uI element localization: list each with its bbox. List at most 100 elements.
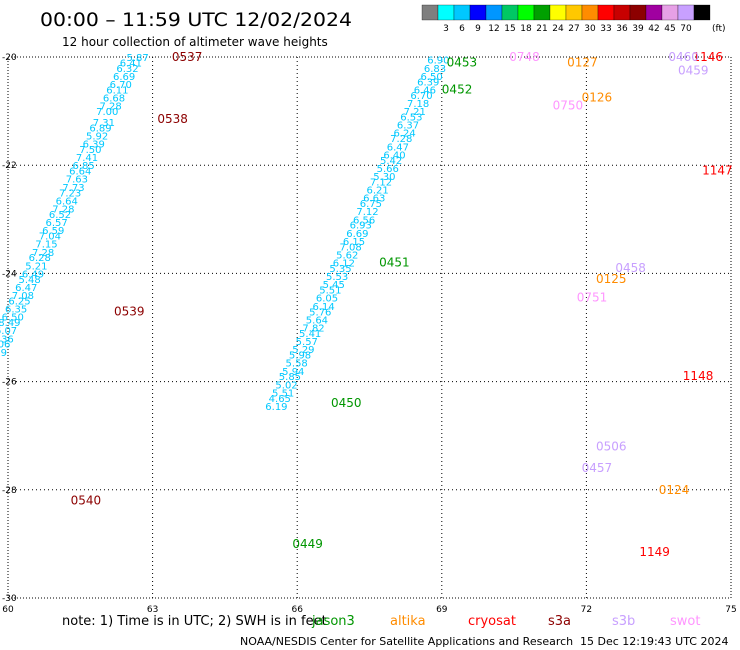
swh-value-label: 6.59	[42, 226, 64, 237]
pass-label: 0457	[582, 461, 613, 475]
swh-value-label: 5.66	[377, 164, 399, 175]
swh-value-label: 6.85	[72, 161, 94, 172]
swh-value-label: 6.39	[83, 140, 105, 151]
swh-value-label: 5.57	[296, 337, 318, 348]
color-scale-swatch	[517, 4, 535, 21]
pass-label: 0751	[577, 291, 608, 305]
swh-value-label: 6.12	[333, 259, 355, 270]
swh-value-label: 6.47	[15, 283, 37, 294]
swh-value-label: 7.31	[93, 118, 115, 129]
swh-value-label: 7.50	[79, 145, 101, 156]
swh-value-label: 6.14	[313, 302, 335, 313]
color-scale-swatch	[597, 4, 615, 21]
pass-label: 1149	[639, 545, 670, 559]
y-tick-label: -20	[2, 53, 17, 63]
color-scale-label: 36	[616, 24, 628, 34]
color-scale-label: 30	[584, 24, 596, 34]
swh-value-label: 5.64	[306, 315, 328, 326]
swh-value-label: 6.90	[427, 56, 449, 67]
swh-value-label: 7.06	[0, 340, 10, 351]
y-tick-label: -24	[2, 269, 17, 279]
swh-value-label: 7.08	[340, 242, 362, 253]
swh-value-label: 7.00	[96, 107, 118, 118]
swh-value-label: 6.89	[89, 123, 111, 134]
satellite-legend-item: cryosat	[468, 614, 516, 629]
swh-value-label: 6.68	[103, 94, 125, 105]
swh-value-label: 5.48	[19, 275, 41, 286]
swh-value-label: 5.02	[275, 380, 297, 391]
y-tick-label: -30	[2, 594, 17, 604]
color-scale-swatch	[581, 4, 599, 21]
swh-value-label: 6.39	[417, 77, 439, 88]
footer-timestamp: 15 Dec 12:19:43 UTC 2024	[580, 635, 728, 648]
pass-label: 0459	[678, 64, 709, 78]
color-scale-swatch	[469, 4, 487, 21]
swh-value-label: 7.28	[390, 134, 412, 145]
pass-label: 0126	[582, 91, 613, 105]
swh-value-label: 6.28	[29, 253, 51, 264]
swh-value-label: 6.40	[383, 150, 405, 161]
swh-value-label: 6.57	[46, 218, 68, 229]
swh-value-label: 6.41	[120, 58, 142, 69]
swh-value-label: 4.65	[269, 394, 291, 405]
pass-label: 0449	[292, 537, 323, 551]
plot-frame	[7, 56, 732, 599]
color-scale-swatch	[677, 4, 695, 21]
swh-value-label: 6.37	[397, 121, 419, 132]
pass-label: 1148	[683, 369, 714, 383]
swh-value-label: 7.28	[32, 248, 54, 259]
x-axis-ticks: 60 63 66 69 72 75	[2, 605, 736, 615]
chart-title: 00:00 – 11:59 UTC 12/02/2024	[40, 9, 352, 31]
color-scale-label: 70	[680, 24, 692, 34]
pass-label: 0538	[157, 112, 188, 126]
swh-tracks: 5.876.416.326.696.706.116.687.287.007.31…	[0, 53, 450, 413]
color-scale-swatch	[693, 4, 711, 21]
color-scale-swatch	[437, 4, 455, 21]
swh-value-label: 6.70	[110, 80, 132, 91]
track: 5.876.416.326.696.706.116.687.287.007.31…	[0, 53, 149, 359]
color-scale-swatch	[613, 4, 631, 21]
track: 6.906.836.506.396.466.707.187.216.536.37…	[265, 56, 449, 413]
x-tick-label: 66	[291, 605, 303, 615]
swh-value-label: 7.28	[52, 204, 74, 215]
satellite-legend-item: s3b	[612, 614, 635, 629]
grid-lines	[8, 57, 731, 598]
color-scale-label: 21	[536, 24, 547, 34]
swh-value-label: 5.30	[373, 172, 395, 183]
swh-value-label: 6.69	[113, 72, 135, 83]
swh-value-label: 7.23	[59, 188, 81, 199]
swh-value-label: 5.41	[299, 329, 321, 340]
swh-value-label: 5.51	[272, 388, 294, 399]
y-tick-label: -28	[2, 486, 17, 496]
footer-note: note: 1) Time is in UTC; 2) SWH is in fe…	[62, 614, 327, 629]
satellite-legend-item: jason3	[311, 614, 355, 629]
x-tick-label: 75	[725, 605, 736, 615]
swh-value-label: 6.47	[387, 142, 409, 153]
swh-value-label: 7.12	[356, 207, 378, 218]
color-scale-label: 9	[475, 24, 481, 34]
swh-value-label: 7.73	[62, 183, 84, 194]
swh-value-label: 6.36	[0, 334, 14, 345]
swh-value-label: 6.49	[22, 269, 44, 280]
pass-label: 0750	[553, 99, 584, 113]
satellite-legend-item: altika	[390, 614, 426, 629]
pass-labels: 0537 0538 0539 0540 0449 0450 0451 0452 0453 0127…	[71, 50, 733, 559]
footer-credit: NOAA/NESDIS Center for Satellite Applica…	[240, 635, 573, 648]
pass-label: 0450	[331, 396, 362, 410]
swh-value-label: 7.12	[370, 177, 392, 188]
color-scale-swatch	[565, 4, 583, 21]
color-scale-swatch	[645, 4, 663, 21]
swh-value-label: 7.63	[66, 175, 88, 186]
swh-value-label: 6.15	[343, 237, 365, 248]
satellite-legend-item: s3a	[548, 614, 571, 629]
swh-value-label: 6.24	[394, 129, 416, 140]
x-tick-label: 69	[436, 605, 448, 615]
pass-label: 0451	[379, 256, 410, 270]
swh-value-label: 6.32	[116, 64, 138, 75]
swh-value-label: 5.87	[126, 53, 148, 64]
pass-label: 0124	[659, 483, 690, 497]
color-scale-bar: 3 6 9 12 15 18 21 24 27 30 33 36 39 42 45 70	[421, 4, 711, 34]
pass-label: 0748	[509, 50, 540, 64]
color-scale-label: 42	[648, 24, 659, 34]
